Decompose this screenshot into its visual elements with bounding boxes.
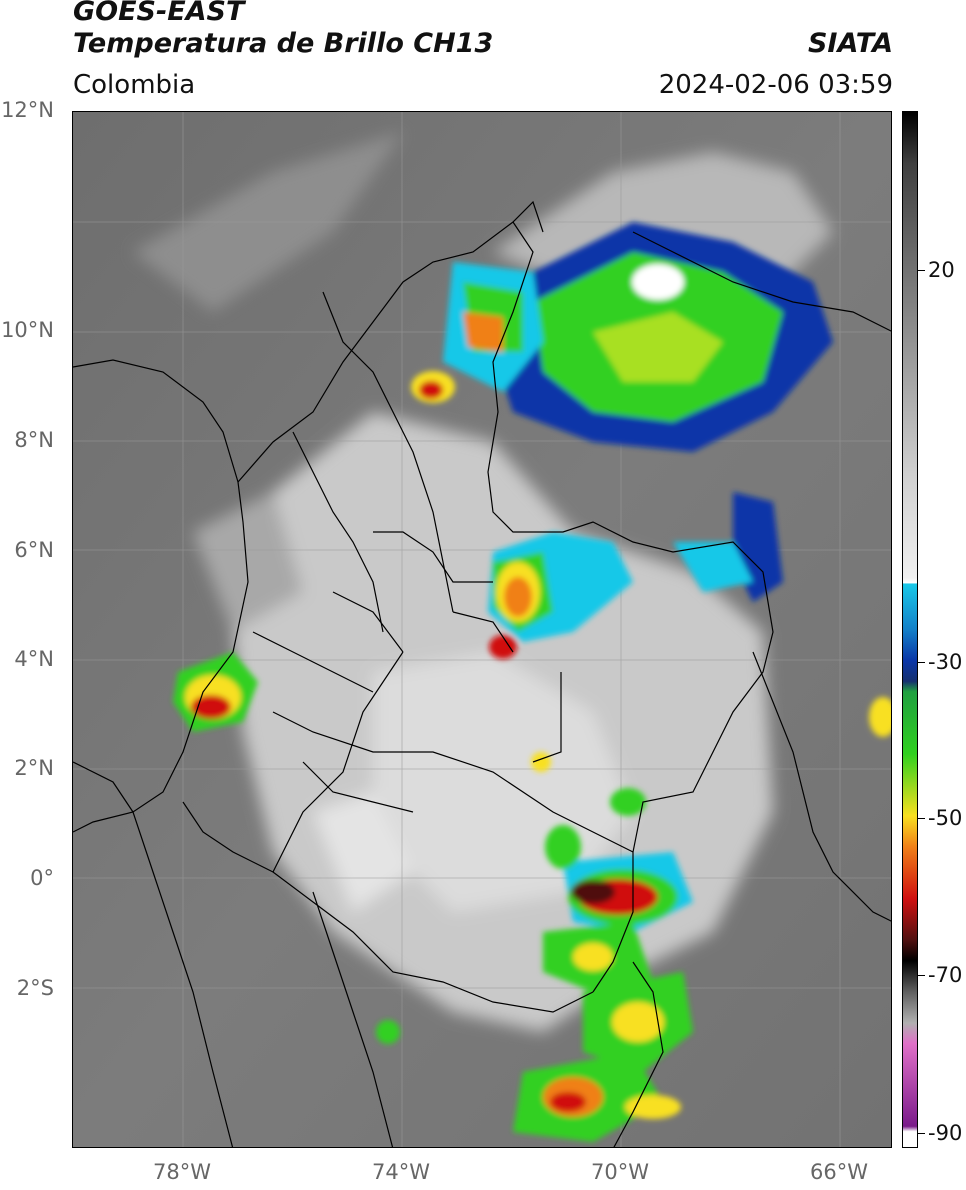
political-borders	[73, 200, 891, 1147]
colorbar-tick-minus30	[918, 662, 925, 663]
satellite-title: GOES-EAST	[73, 0, 245, 27]
map-canvas	[73, 112, 891, 1147]
temperature-colorbar	[902, 111, 918, 1148]
product-title: Temperatura de Brillo CH13	[73, 28, 494, 59]
colorbar-tick-20	[918, 270, 925, 271]
lat-label-8n: 8°N	[14, 428, 54, 452]
satellite-map[interactable]	[72, 111, 892, 1148]
lon-label-78w: 78°W	[153, 1160, 211, 1184]
colorbar-tick-minus90	[918, 1133, 925, 1134]
lat-label-2n: 2°N	[14, 756, 54, 780]
colorbar-tick-minus50	[918, 818, 925, 819]
lat-label-6n: 6°N	[14, 538, 54, 562]
colorbar-label-minus90: -90	[928, 1121, 963, 1145]
lat-label-12n: 12°N	[1, 98, 54, 122]
lat-label-10n: 10°N	[1, 318, 54, 342]
organization-label: SIATA	[807, 28, 893, 59]
lon-label-66w: 66°W	[810, 1160, 868, 1184]
colorbar-label-minus70: -70	[928, 963, 963, 987]
lon-label-74w: 74°W	[372, 1160, 430, 1184]
convective-cells	[173, 222, 891, 1142]
datetime-label: 2024-02-06 03:59	[658, 70, 893, 100]
colorbar-label-minus30: -30	[928, 650, 963, 674]
lat-label-2s: 2°S	[16, 976, 54, 1000]
lon-label-70w: 70°W	[591, 1160, 649, 1184]
colorbar-label-20: 20	[928, 258, 955, 282]
region-label: Colombia	[73, 70, 196, 100]
colorbar-label-minus50: -50	[928, 806, 963, 830]
lat-label-4n: 4°N	[14, 647, 54, 671]
colorbar-tick-minus70	[918, 975, 925, 976]
lat-label-0: 0°	[30, 866, 54, 890]
